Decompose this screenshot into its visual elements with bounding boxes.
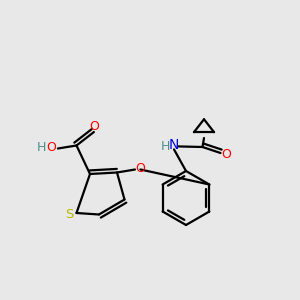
Text: O: O	[89, 120, 99, 133]
Text: S: S	[65, 208, 73, 221]
Text: N: N	[168, 138, 178, 152]
Text: O: O	[136, 161, 145, 175]
Text: O: O	[46, 141, 56, 154]
Text: H: H	[161, 140, 170, 154]
Text: O: O	[221, 148, 231, 161]
Text: H: H	[37, 141, 46, 154]
